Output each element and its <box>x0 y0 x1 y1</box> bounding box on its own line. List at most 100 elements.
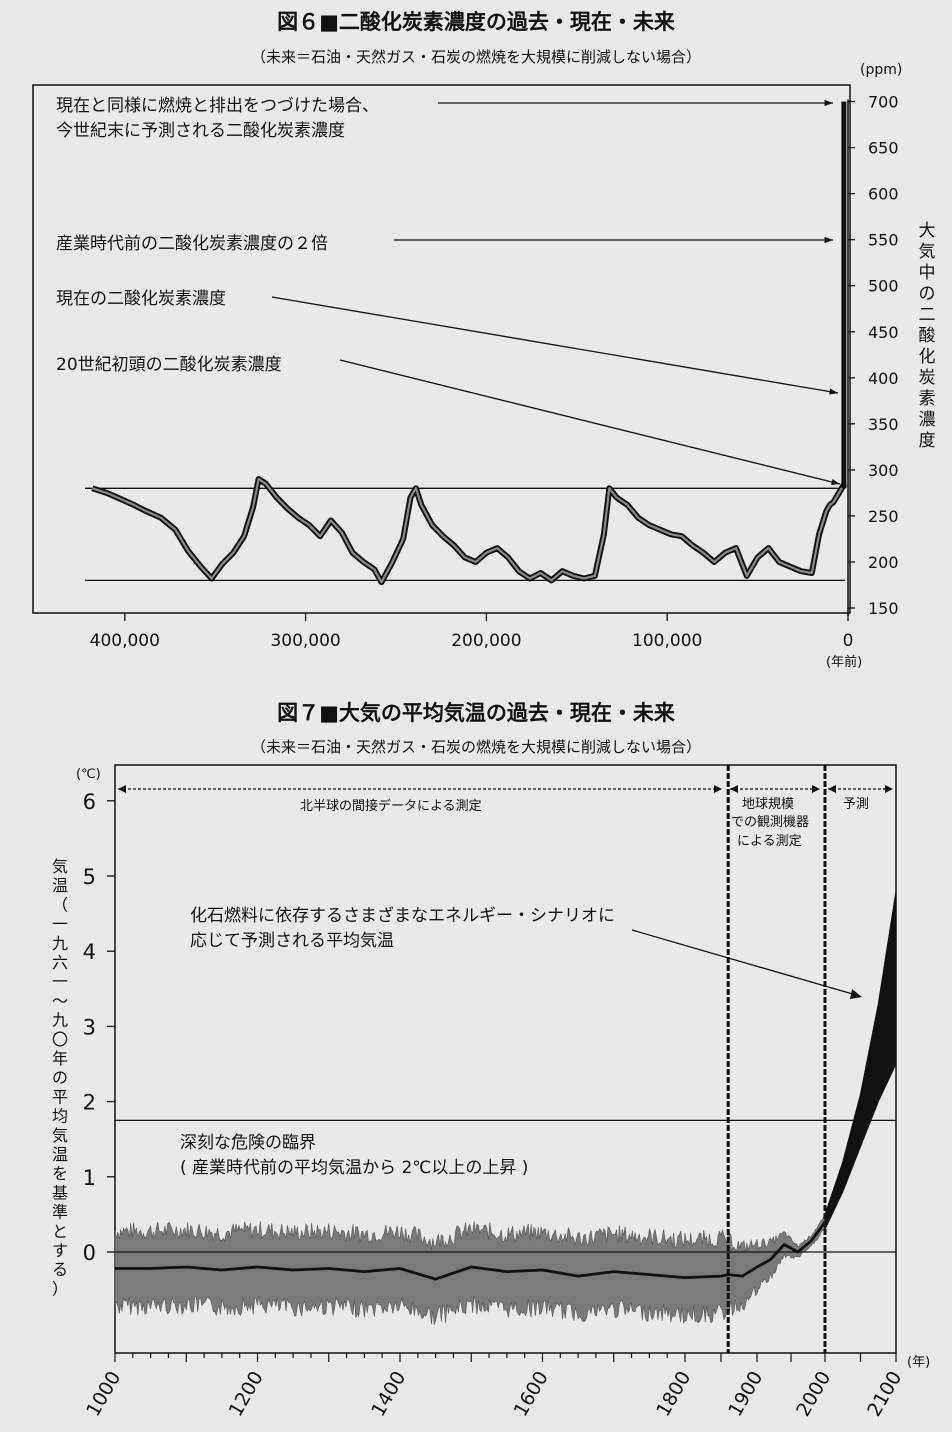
y-tick-label: 200 <box>868 553 899 572</box>
y-axis-label-char: 酸 <box>919 326 936 346</box>
x-tick-label: 1200 <box>225 1368 268 1421</box>
co2-future-spike <box>841 101 847 489</box>
scenario-arrow-head <box>850 989 862 999</box>
x-tick-label: 200,000 <box>451 631 521 651</box>
x-tick-label: 1000 <box>82 1368 125 1421</box>
y-axis-label-char: 年 <box>52 1049 68 1068</box>
period-label-instrument-2: での観測機器 <box>731 815 809 830</box>
y-axis-label-char: 平 <box>52 1087 68 1106</box>
chart1-xunit-label: (年前) <box>826 654 862 670</box>
y-tick-label: 300 <box>868 461 899 480</box>
x-tick-label: 1900 <box>724 1368 767 1421</box>
threshold-label-2: ( 産業時代前の平均気温から 2℃以上の上昇 ) <box>180 1158 528 1178</box>
y-axis-label-char: 二 <box>919 305 936 325</box>
y-tick-label: 550 <box>868 231 899 250</box>
x-tick-label: 1400 <box>367 1368 410 1421</box>
arrow-current <box>271 296 839 394</box>
arrow-double-head <box>824 236 833 244</box>
y-axis-label-char: を <box>52 1164 68 1183</box>
x-tick-label: 2000 <box>792 1368 835 1421</box>
threshold-label-1: 深刻な危険の臨界 <box>180 1133 316 1153</box>
y-axis-label-char: 気 <box>919 242 936 262</box>
x-tick-label: 2100 <box>863 1368 906 1421</box>
co2-series-line <box>91 478 846 584</box>
annotation-projected-text-2: 今世紀末に予測される二酸化炭素濃度 <box>56 121 345 141</box>
period-arrow-proxy-head-left <box>118 785 126 793</box>
y-axis-label-char: の <box>52 1068 68 1087</box>
y-tick-label: 4 <box>83 940 96 964</box>
y-axis-label-char: の <box>919 284 936 304</box>
y-axis-label-char: 炭 <box>919 368 936 388</box>
arrow-projected-head <box>824 99 833 107</box>
y-axis-label-char: る <box>52 1260 68 1279</box>
y-axis-label-char: 準 <box>52 1203 68 1222</box>
y-tick-label: 150 <box>868 599 899 618</box>
y-axis-label-char: （ <box>52 895 68 914</box>
arrow-current-head <box>829 388 838 395</box>
period-arrow-instrument-head-left <box>730 785 738 793</box>
y-axis-label-char: 濃 <box>919 410 936 430</box>
scenario-arrow <box>631 929 857 996</box>
y-tick-label: 500 <box>868 277 899 296</box>
y-axis-label-char: 素 <box>919 389 936 409</box>
x-tick-label: 0 <box>843 631 854 651</box>
y-tick-label: 400 <box>868 369 899 388</box>
arrow-early20c-head <box>831 478 840 485</box>
temp-series-line <box>115 1221 827 1281</box>
y-axis-label-char: 九 <box>52 1011 68 1030</box>
x-tick-label: 1600 <box>510 1368 553 1421</box>
y-axis-label-char: 〇 <box>52 1030 68 1049</box>
chart2-frame <box>114 764 897 1354</box>
scenario-annotation-2: 応じて予測される平均気温 <box>190 931 394 951</box>
y-tick-label: 1 <box>83 1166 96 1190</box>
temp-projection-fan <box>824 890 897 1230</box>
chart1-subtitle: （未来＝石油・天然ガス・石炭の燃焼を大規模に削減しない場合） <box>250 48 701 66</box>
y-axis-label-char: 一 <box>52 915 68 934</box>
y-axis-label-char: 基 <box>52 1183 68 1202</box>
y-axis-label-char: 中 <box>919 263 936 283</box>
chart1-title: 図６■二酸化炭素濃度の過去・現在・未来 <box>277 10 675 34</box>
chart2-xunit-label: (年) <box>907 1355 930 1370</box>
co2-chart: (ppm) (年前) 現在と同様に燃焼と排出をつづけた場合、 今世紀末に予測され… <box>32 62 936 670</box>
period-arrow-forecast-head-right <box>885 785 893 793</box>
y-tick-label: 450 <box>868 323 899 342</box>
scenario-annotation-1: 化石燃料に依存するさまざまなエネルギー・シナリオに <box>190 905 615 926</box>
x-tick-label: 100,000 <box>632 631 702 651</box>
period-label-instrument-1: 地球規模 <box>742 797 794 812</box>
annotation-early20c-text: 20世紀初頭の二酸化炭素濃度 <box>56 355 282 375</box>
y-tick-label: 650 <box>868 139 899 158</box>
chart1-frame <box>32 84 851 614</box>
period-arrow-proxy-head-right <box>714 785 722 793</box>
annotation-projected-text-1: 現在と同様に燃焼と排出をつづけた場合、 <box>56 96 379 116</box>
y-tick-label: 6 <box>83 790 96 814</box>
y-axis-label-char: 大 <box>919 221 936 241</box>
period-label-proxy: 北半球の間接データによる測定 <box>300 798 482 814</box>
y-axis-label-char: す <box>52 1241 68 1260</box>
y-axis-label-char: 度 <box>919 431 936 451</box>
y-axis-label-char: 〜 <box>52 991 68 1010</box>
y-axis-label-char: 気 <box>52 857 68 876</box>
y-tick-label: 3 <box>83 1015 96 1039</box>
chart1-unit-label: (ppm) <box>860 62 902 78</box>
y-axis-label-char: 温 <box>52 1145 68 1164</box>
x-tick-label: 400,000 <box>90 631 160 651</box>
y-tick-label: 700 <box>868 93 899 112</box>
period-label-forecast: 予測 <box>843 797 869 812</box>
annotation-double-text: 産業時代前の二酸化炭素濃度の２倍 <box>56 234 328 254</box>
y-axis-label-char: ） <box>52 1279 68 1298</box>
y-tick-label: 350 <box>868 415 899 434</box>
y-axis-label-char: 均 <box>52 1107 68 1126</box>
y-axis-label-char: 温 <box>52 876 68 895</box>
x-tick-label: 300,000 <box>270 631 340 651</box>
co2-series-outline <box>91 476 847 586</box>
x-tick-label: 1800 <box>652 1368 695 1421</box>
y-tick-label: 0 <box>83 1241 96 1265</box>
period-label-instrument-3: による測定 <box>737 834 802 849</box>
y-axis-label-char: 九 <box>52 934 68 953</box>
y-tick-label: 600 <box>868 185 899 204</box>
y-axis-label-char: と <box>52 1222 68 1241</box>
y-tick-label: 2 <box>83 1091 96 1115</box>
y-tick-label: 5 <box>83 865 96 889</box>
y-axis-label-char: 化 <box>919 347 936 367</box>
chart2-unit-label: (℃) <box>76 767 101 782</box>
